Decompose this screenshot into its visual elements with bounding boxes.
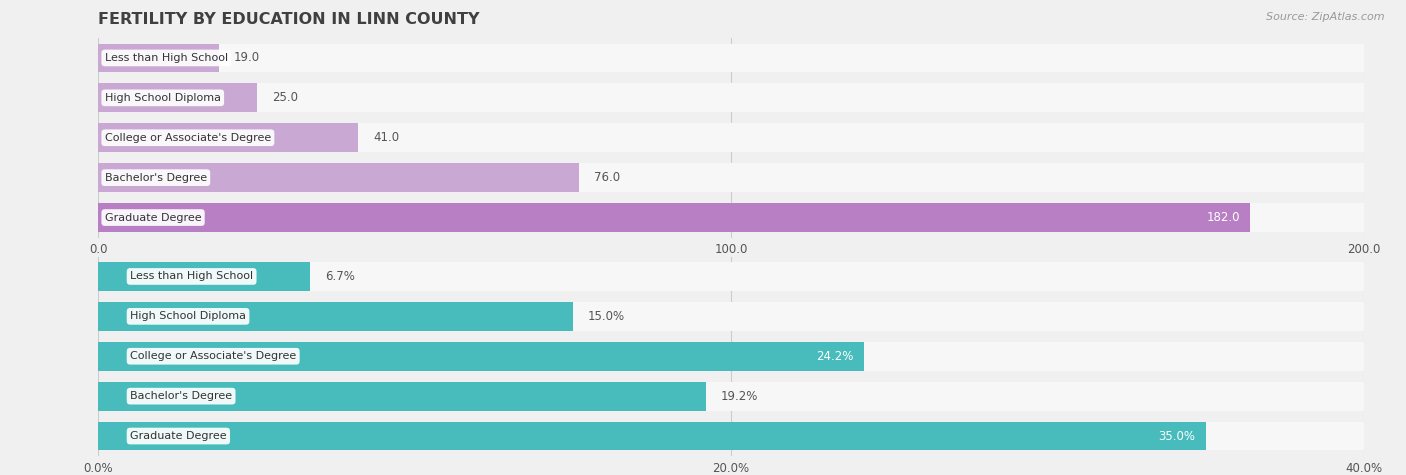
Text: 76.0: 76.0 — [595, 171, 620, 184]
Bar — [98, 302, 574, 331]
Bar — [98, 203, 1364, 232]
Text: 35.0%: 35.0% — [1159, 429, 1195, 443]
Bar — [98, 203, 1250, 232]
Text: 15.0%: 15.0% — [588, 310, 626, 323]
Bar — [98, 422, 1364, 450]
Bar — [98, 44, 1364, 72]
Bar — [98, 302, 1364, 331]
Text: 19.2%: 19.2% — [721, 390, 758, 403]
Bar — [98, 262, 311, 291]
Text: Source: ZipAtlas.com: Source: ZipAtlas.com — [1267, 12, 1385, 22]
Text: 25.0: 25.0 — [271, 91, 298, 104]
Text: Bachelor's Degree: Bachelor's Degree — [131, 391, 232, 401]
Bar — [98, 382, 1364, 410]
Bar — [98, 422, 1206, 450]
Bar — [98, 342, 863, 370]
Text: College or Associate's Degree: College or Associate's Degree — [105, 133, 271, 143]
Bar — [98, 124, 357, 152]
Text: 41.0: 41.0 — [373, 131, 399, 144]
Text: 24.2%: 24.2% — [817, 350, 853, 363]
Bar — [98, 163, 579, 192]
Text: High School Diploma: High School Diploma — [131, 311, 246, 322]
Text: Graduate Degree: Graduate Degree — [105, 212, 201, 223]
Bar — [98, 84, 257, 112]
Text: Less than High School: Less than High School — [131, 271, 253, 282]
Text: 6.7%: 6.7% — [326, 270, 356, 283]
Text: Less than High School: Less than High School — [105, 53, 228, 63]
Bar — [98, 382, 706, 410]
Text: 182.0: 182.0 — [1206, 211, 1240, 224]
Text: Graduate Degree: Graduate Degree — [131, 431, 226, 441]
Text: High School Diploma: High School Diploma — [105, 93, 221, 103]
Text: FERTILITY BY EDUCATION IN LINN COUNTY: FERTILITY BY EDUCATION IN LINN COUNTY — [98, 12, 479, 27]
Bar — [98, 163, 1364, 192]
Text: Bachelor's Degree: Bachelor's Degree — [105, 172, 207, 183]
Text: 19.0: 19.0 — [233, 51, 260, 65]
Bar — [98, 84, 1364, 112]
Bar — [98, 44, 219, 72]
Text: College or Associate's Degree: College or Associate's Degree — [131, 351, 297, 361]
Bar — [98, 124, 1364, 152]
Bar — [98, 342, 1364, 370]
Bar — [98, 262, 1364, 291]
